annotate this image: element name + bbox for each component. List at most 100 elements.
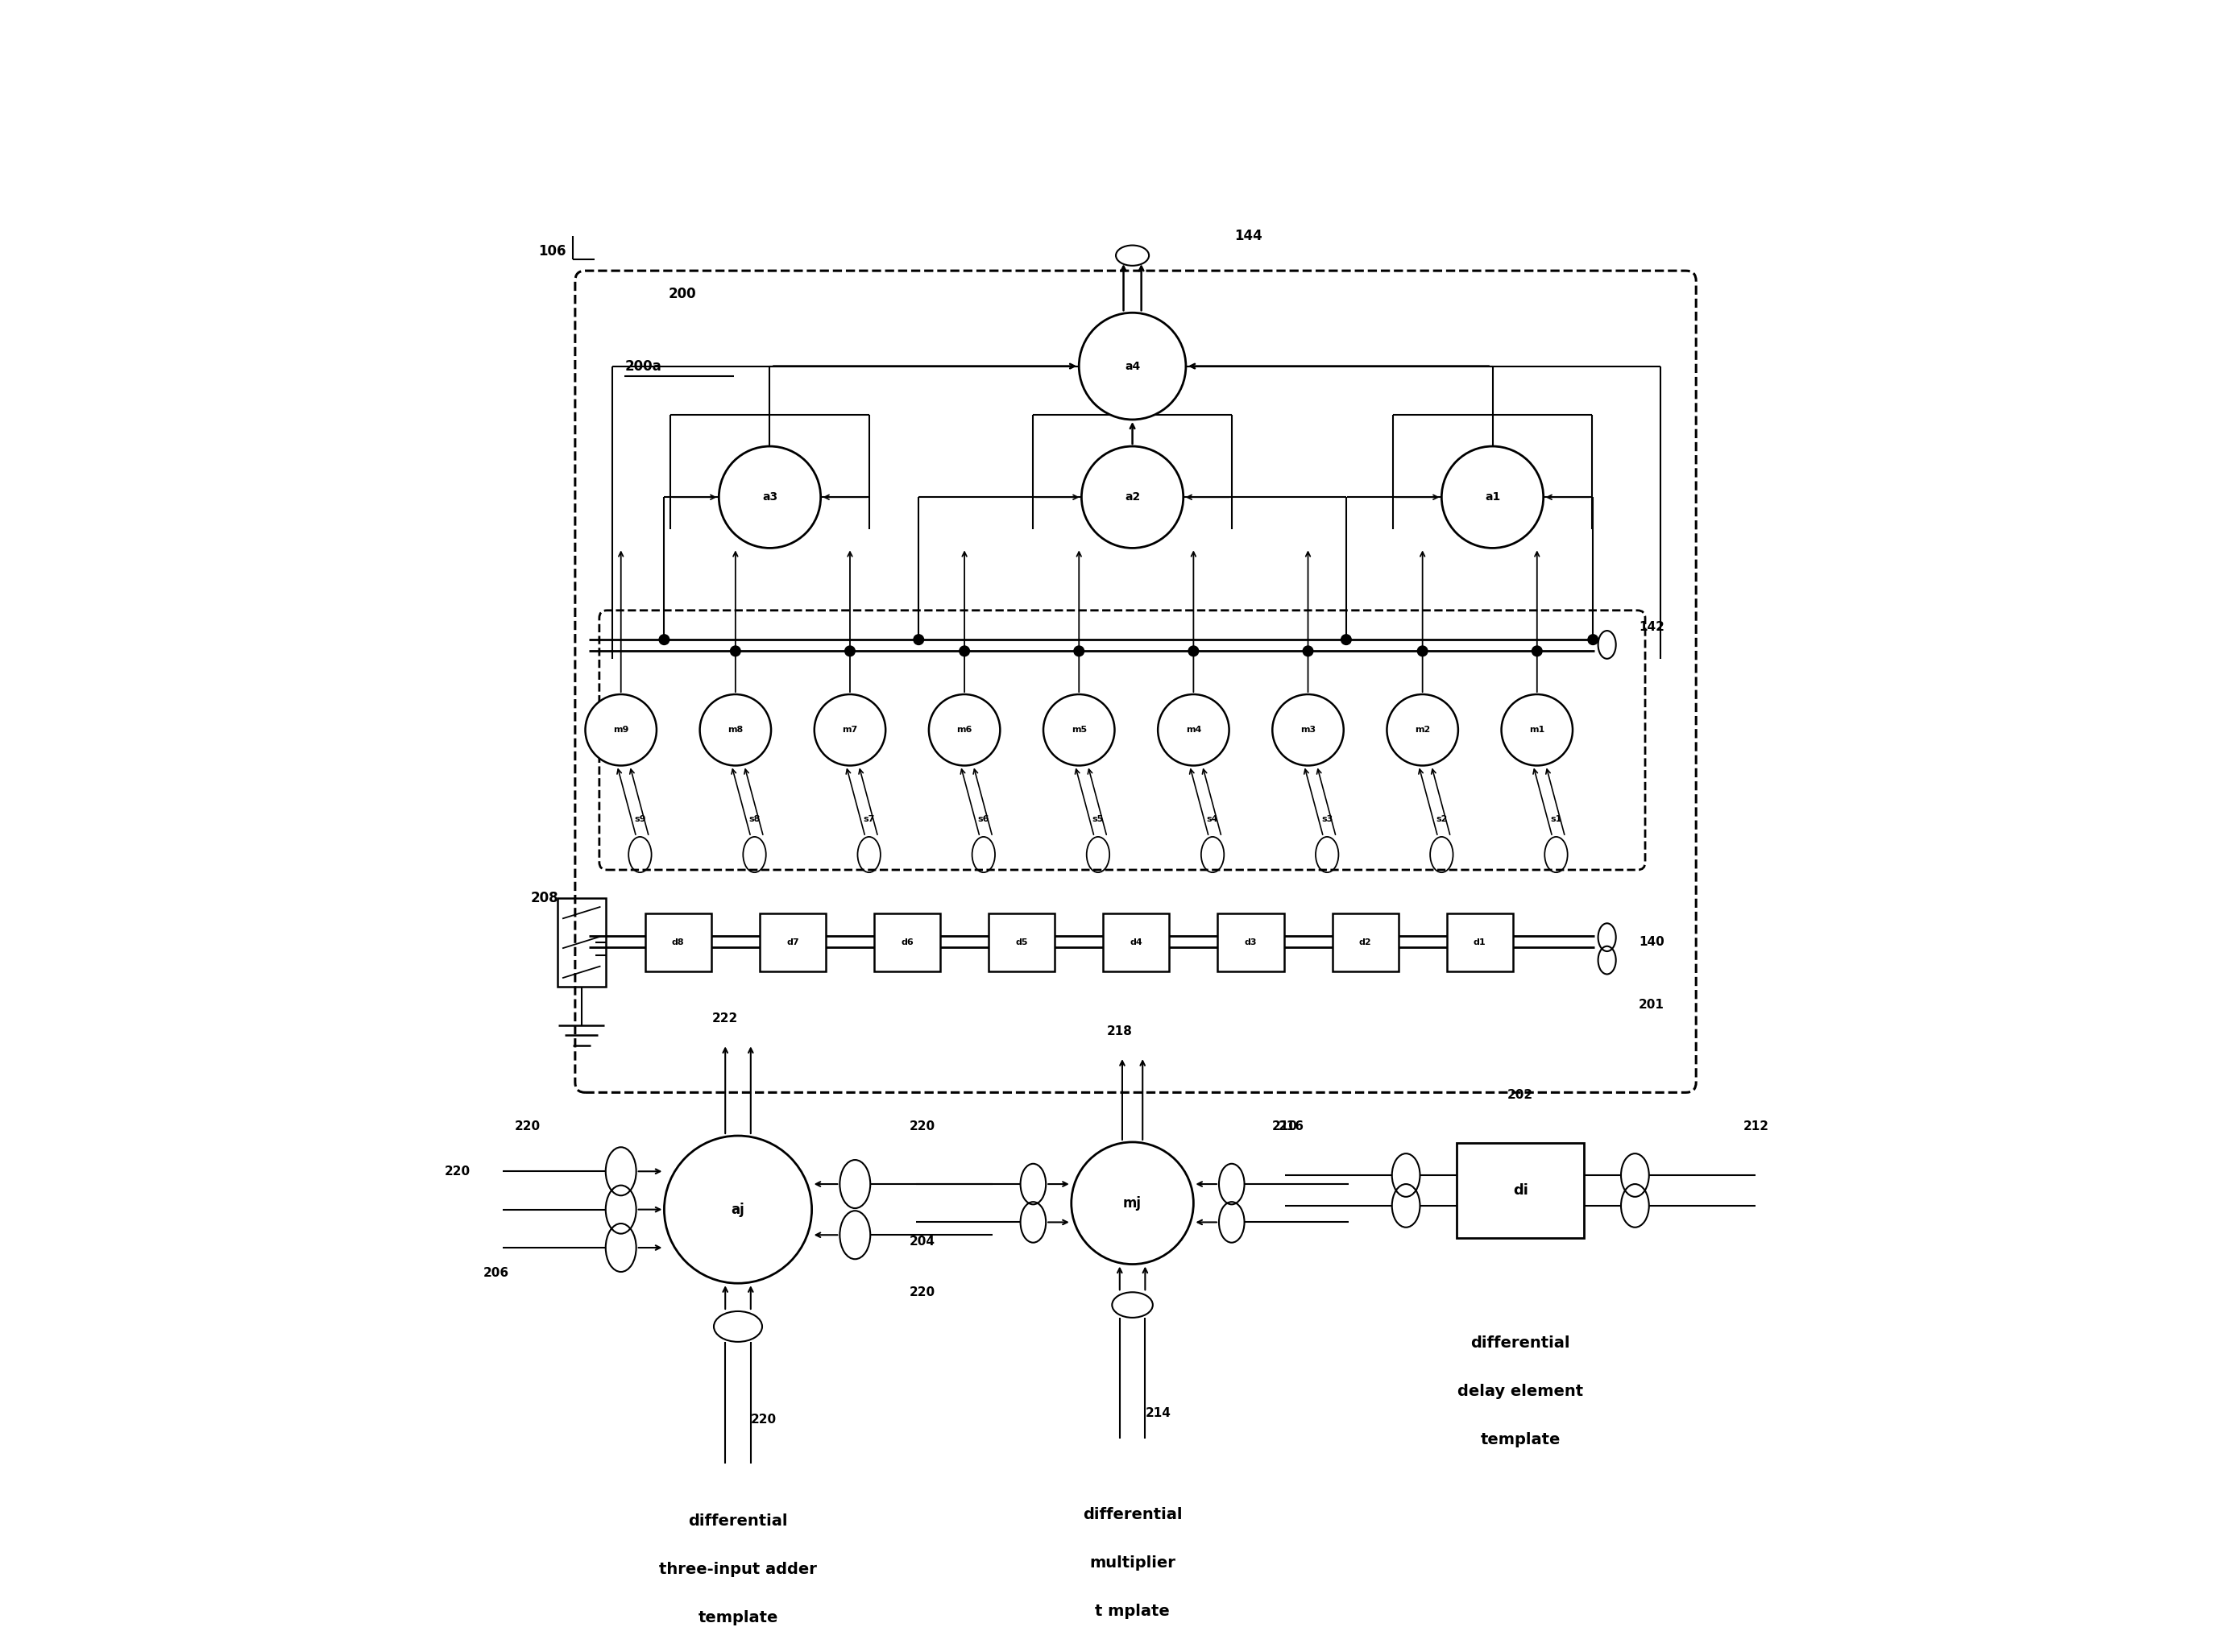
Text: s1: s1 <box>1551 814 1562 823</box>
Text: a3: a3 <box>762 492 778 502</box>
Text: d8: d8 <box>671 938 684 947</box>
Text: 144: 144 <box>1233 230 1262 243</box>
Text: s8: s8 <box>749 814 760 823</box>
Text: s9: s9 <box>633 814 647 823</box>
Text: 206: 206 <box>484 1267 509 1279</box>
Text: template: template <box>698 1611 778 1626</box>
Circle shape <box>813 694 887 765</box>
Circle shape <box>1502 694 1573 765</box>
Text: 216: 216 <box>1278 1120 1304 1133</box>
Text: template: template <box>1480 1432 1560 1447</box>
Text: s2: s2 <box>1435 814 1447 823</box>
Circle shape <box>1302 646 1313 656</box>
Text: mj: mj <box>1122 1196 1142 1211</box>
Text: a2: a2 <box>1124 492 1140 502</box>
Circle shape <box>1073 646 1084 656</box>
Text: m9: m9 <box>613 725 629 733</box>
Text: 106: 106 <box>538 244 567 259</box>
Text: 202: 202 <box>1507 1089 1533 1102</box>
FancyBboxPatch shape <box>1333 914 1398 971</box>
Text: 220: 220 <box>909 1120 935 1133</box>
Text: t mplate: t mplate <box>1095 1604 1169 1619</box>
Text: 210: 210 <box>1273 1120 1298 1133</box>
Text: a4: a4 <box>1124 360 1140 372</box>
Text: 200: 200 <box>669 286 695 301</box>
Text: 220: 220 <box>516 1120 540 1133</box>
Text: m4: m4 <box>1187 725 1202 733</box>
Text: s5: s5 <box>1093 814 1104 823</box>
Text: m5: m5 <box>1071 725 1087 733</box>
Text: 142: 142 <box>1640 621 1664 633</box>
Text: s4: s4 <box>1207 814 1218 823</box>
Text: 208: 208 <box>531 890 558 905</box>
FancyBboxPatch shape <box>644 914 711 971</box>
Circle shape <box>1342 634 1351 644</box>
Circle shape <box>664 1135 811 1284</box>
Circle shape <box>720 446 820 548</box>
FancyBboxPatch shape <box>989 914 1055 971</box>
Text: 214: 214 <box>1144 1408 1171 1419</box>
Circle shape <box>1158 694 1229 765</box>
Text: m8: m8 <box>727 725 742 733</box>
Circle shape <box>1082 446 1184 548</box>
Circle shape <box>929 694 1000 765</box>
Text: d3: d3 <box>1244 938 1258 947</box>
Circle shape <box>1080 312 1187 420</box>
Circle shape <box>1273 694 1344 765</box>
Text: delay element: delay element <box>1458 1384 1584 1399</box>
Text: 140: 140 <box>1640 937 1664 948</box>
Text: di: di <box>1513 1183 1529 1198</box>
Text: three-input adder: three-input adder <box>660 1561 818 1578</box>
Text: differential: differential <box>1471 1335 1571 1351</box>
Text: m7: m7 <box>842 725 858 733</box>
Circle shape <box>1387 694 1458 765</box>
Circle shape <box>660 634 669 644</box>
Circle shape <box>700 694 771 765</box>
FancyBboxPatch shape <box>760 914 827 971</box>
Text: 212: 212 <box>1742 1120 1769 1133</box>
Circle shape <box>1418 646 1427 656</box>
Text: d5: d5 <box>1015 938 1029 947</box>
Circle shape <box>731 646 740 656</box>
Text: d2: d2 <box>1360 938 1371 947</box>
FancyBboxPatch shape <box>1447 914 1513 971</box>
Text: m3: m3 <box>1300 725 1315 733</box>
Circle shape <box>1189 646 1198 656</box>
FancyBboxPatch shape <box>1218 914 1284 971</box>
Circle shape <box>913 634 924 644</box>
Circle shape <box>1071 1142 1193 1264</box>
Circle shape <box>584 694 655 765</box>
Text: s6: s6 <box>978 814 989 823</box>
Text: 204: 204 <box>909 1236 935 1247</box>
Text: 201: 201 <box>1640 999 1664 1011</box>
Text: 222: 222 <box>713 1013 738 1024</box>
Text: 200a: 200a <box>624 358 662 373</box>
Text: d6: d6 <box>900 938 913 947</box>
Text: s3: s3 <box>1322 814 1333 823</box>
FancyBboxPatch shape <box>1458 1143 1584 1237</box>
Text: s7: s7 <box>862 814 875 823</box>
Text: differential: differential <box>1082 1507 1182 1523</box>
Text: d1: d1 <box>1473 938 1487 947</box>
Circle shape <box>1589 634 1598 644</box>
Text: 218: 218 <box>1107 1026 1133 1037</box>
Text: m1: m1 <box>1529 725 1544 733</box>
Circle shape <box>1044 694 1115 765</box>
Text: d7: d7 <box>787 938 800 947</box>
Circle shape <box>1531 646 1542 656</box>
Text: aj: aj <box>731 1203 744 1218</box>
Circle shape <box>844 646 855 656</box>
Text: a1: a1 <box>1484 492 1500 502</box>
Circle shape <box>1442 446 1544 548</box>
Text: m6: m6 <box>958 725 973 733</box>
Text: 220: 220 <box>444 1165 471 1178</box>
Text: d4: d4 <box>1129 938 1142 947</box>
FancyBboxPatch shape <box>1102 914 1169 971</box>
Circle shape <box>960 646 969 656</box>
Text: differential: differential <box>689 1513 789 1528</box>
Text: 220: 220 <box>751 1414 778 1426</box>
FancyBboxPatch shape <box>873 914 940 971</box>
Text: 220: 220 <box>909 1287 935 1298</box>
Text: m2: m2 <box>1415 725 1431 733</box>
Text: multiplier: multiplier <box>1089 1556 1175 1571</box>
